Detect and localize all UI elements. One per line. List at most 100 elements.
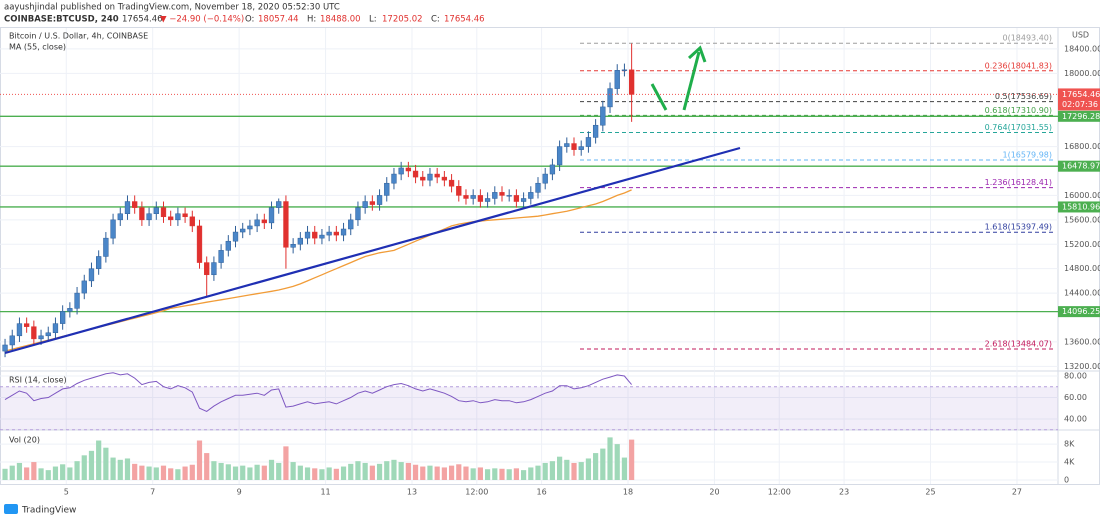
candle-body: [499, 192, 505, 196]
volume-bar: [513, 468, 519, 480]
x-tick-label: 7: [150, 488, 155, 497]
volume-bar: [124, 458, 131, 480]
volume-bar: [557, 456, 563, 480]
volume-bar: [384, 461, 390, 480]
candle-body: [535, 182, 541, 193]
volume-bar: [304, 467, 311, 480]
volume-bar: [398, 462, 404, 480]
trend-line: [4, 146, 741, 355]
candle-body: [463, 195, 469, 199]
volume-bar: [477, 467, 483, 480]
level-label: 15810.96: [1062, 202, 1100, 211]
volume-bar: [276, 462, 282, 480]
y-tick-label: 14400.00: [1064, 289, 1100, 298]
volume-bar: [593, 453, 599, 480]
volume-bar: [16, 462, 23, 480]
candle-body: [448, 179, 455, 187]
y-tick-label: 80.00: [1064, 371, 1087, 380]
candle-body: [384, 182, 390, 196]
volume-bar: [564, 459, 570, 480]
volume-bar: [405, 462, 411, 480]
candle-body: [254, 219, 260, 227]
x-tick-label: 20: [709, 488, 719, 497]
candle-body: [153, 207, 159, 214]
ohlc-key: C:: [431, 15, 440, 25]
level-tag: [1058, 160, 1100, 172]
level-tag: [1058, 306, 1100, 318]
candle-body: [628, 69, 635, 95]
candle-body: [261, 219, 267, 224]
candle-body: [74, 292, 80, 309]
candle-body: [211, 262, 217, 276]
volume-legend: Vol (20): [9, 436, 40, 445]
candle-body: [175, 213, 181, 221]
candle-body: [182, 213, 188, 218]
volume-bar: [81, 455, 87, 480]
x-tick-label: 12:00: [768, 488, 791, 497]
volume-bar: [420, 466, 426, 480]
x-tick-label: 5: [64, 488, 69, 497]
candle-body: [189, 216, 195, 227]
volume-bar: [45, 470, 51, 480]
volume-bar: [290, 462, 296, 480]
volume-bar: [38, 468, 44, 480]
volume-bar: [312, 468, 318, 480]
volume-bar: [283, 446, 289, 480]
candle-body: [103, 237, 109, 257]
volume-bar: [492, 468, 498, 480]
candle-body: [45, 332, 51, 337]
y-tick-label: 13600.00: [1064, 337, 1100, 346]
brand: TradingView: [21, 506, 76, 516]
y-tick-label: 15200.00: [1064, 240, 1100, 249]
volume-bar: [132, 463, 138, 480]
ohlc-key: L:: [369, 15, 377, 25]
y-tick-label: 18000.00: [1064, 69, 1100, 78]
volume-bar: [571, 462, 577, 480]
volume-bar: [52, 466, 59, 480]
candle-body: [240, 228, 246, 233]
volume-bar: [88, 450, 95, 480]
volume-bar: [160, 465, 167, 480]
volume-bar: [24, 467, 30, 480]
candle-body: [132, 201, 138, 208]
y-tick-label: 14800.00: [1064, 264, 1100, 273]
candle-body: [276, 201, 282, 208]
candle-body: [621, 69, 628, 71]
volume-bar: [232, 466, 239, 480]
change: ▼ −24.90 (−0.14%): [160, 15, 244, 25]
volume-bar: [412, 464, 419, 480]
candle-body: [405, 167, 412, 172]
volume-bar: [427, 465, 433, 480]
volume-bar: [168, 468, 174, 480]
ohlc-key: H:: [307, 15, 316, 25]
price-tag: [1058, 88, 1100, 111]
volume-bar: [607, 437, 613, 480]
candle-body: [204, 262, 210, 276]
volume-bar: [175, 469, 181, 480]
candle-body: [362, 201, 368, 208]
level-label: 16478.97: [1062, 162, 1100, 171]
volume-bar: [103, 447, 109, 480]
volume-bar: [621, 457, 628, 480]
candle-body: [391, 173, 397, 184]
volume-bar: [549, 461, 556, 480]
volume-bar: [254, 464, 260, 480]
volume-bar: [355, 461, 361, 480]
candle-body: [326, 231, 332, 236]
volume-bar: [189, 464, 195, 480]
candle-body: [16, 323, 23, 337]
candle-body: [297, 237, 303, 245]
volume-bar: [499, 468, 505, 480]
volume-bar: [441, 467, 447, 480]
fib-label: 0.764(17031.55): [985, 123, 1052, 132]
volume-bar: [369, 465, 375, 480]
volume-bar: [139, 465, 145, 480]
volume-bar: [585, 458, 592, 480]
x-tick-label: 16: [537, 488, 547, 497]
y-tick-label: 16800.00: [1064, 142, 1100, 151]
volume-bar: [261, 465, 267, 480]
candle-body: [67, 308, 73, 312]
candle-body: [31, 326, 37, 340]
arrow-up: [682, 51, 701, 111]
